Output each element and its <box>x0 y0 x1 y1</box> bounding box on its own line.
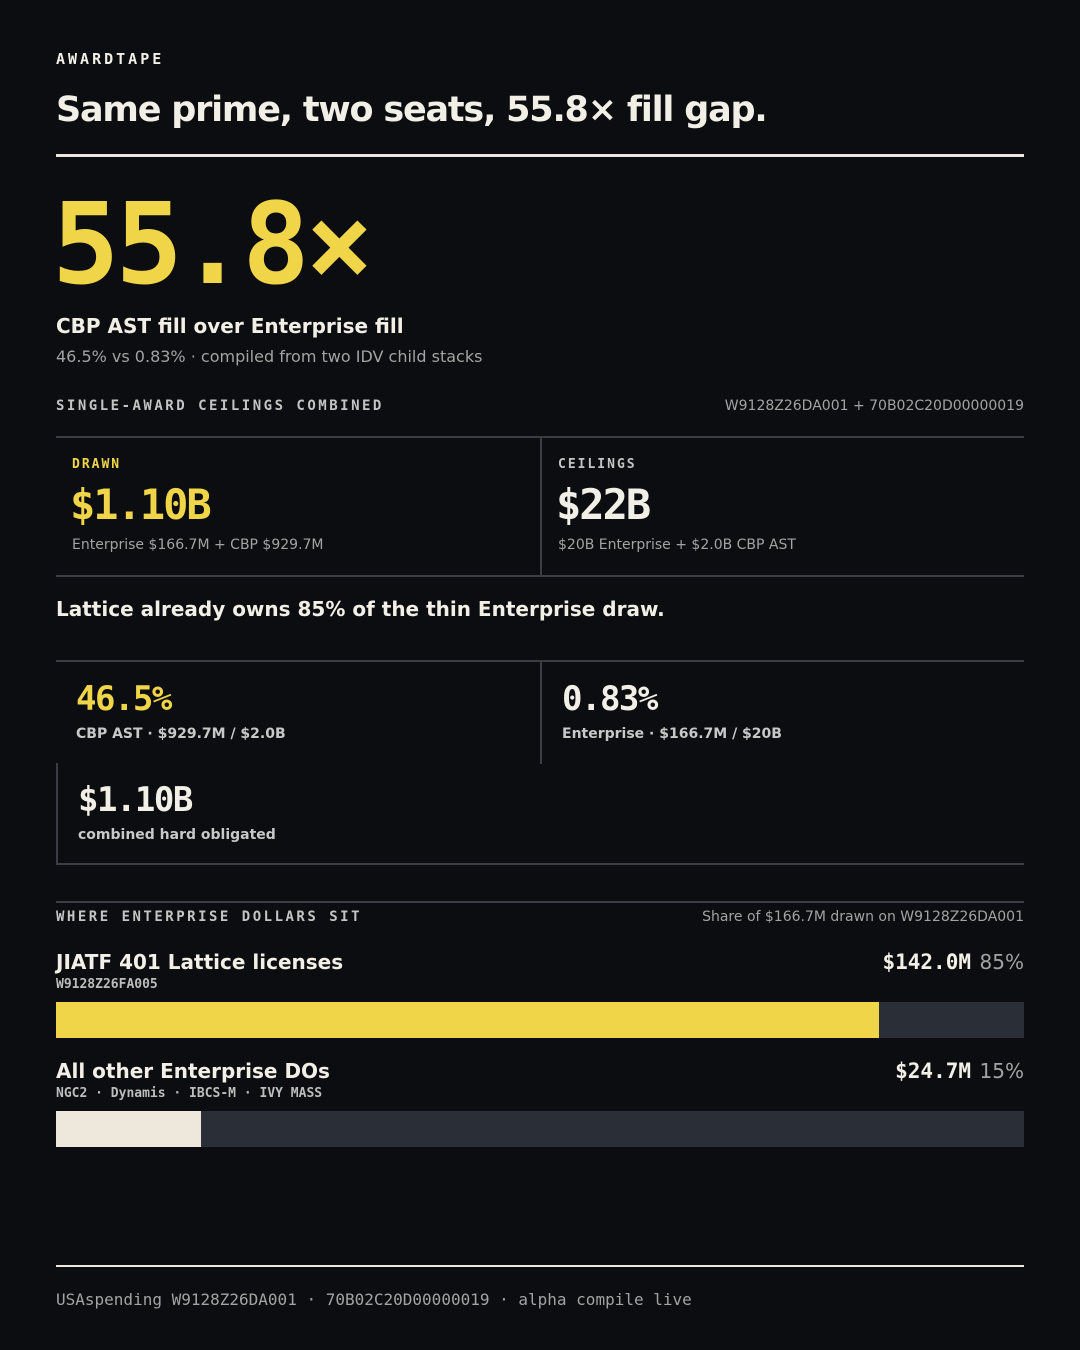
hero-value: 55.8× <box>52 180 373 310</box>
divider <box>56 863 1024 865</box>
row-amount: $24.7M <box>895 1059 971 1083</box>
stat-label: CBP AST · $929.7M / $2.0B <box>76 726 286 742</box>
cell-label: DRAWN <box>72 457 122 472</box>
section-heading: SINGLE-AWARD CEILINGS COMBINED <box>56 398 384 414</box>
stat-value: $1.10B <box>78 780 193 820</box>
row-amount: $142.0M <box>882 950 971 974</box>
divider <box>56 575 1024 577</box>
footer: USAspending W9128Z26DA001 · 70B02C20D000… <box>56 1290 692 1309</box>
section-note: Share of $166.7M drawn on W9128Z26DA001 <box>702 909 1024 925</box>
divider <box>540 660 542 764</box>
cell-note: Enterprise $166.7M + CBP $929.7M <box>72 537 324 553</box>
callout: Lattice already owns 85% of the thin Ent… <box>56 597 665 621</box>
hero-label: CBP AST fill over Enterprise fill <box>56 314 404 338</box>
brand: AWARDTAPE <box>56 50 165 68</box>
hero-sublabel: 46.5% vs 0.83% · compiled from two IDV c… <box>56 347 483 366</box>
row-name: JIATF 401 Lattice licenses <box>56 950 344 974</box>
cell-note: $20B Enterprise + $2.0B CBP AST <box>558 537 796 553</box>
row-share: 15% <box>979 1059 1024 1083</box>
stat-label: Enterprise · $166.7M / $20B <box>562 726 782 742</box>
cell-label: CEILINGS <box>558 457 637 472</box>
stat-value: 0.83% <box>562 679 658 719</box>
divider <box>540 436 542 576</box>
bar <box>56 1002 879 1038</box>
title: Same prime, two seats, 55.8× fill gap. <box>56 90 768 130</box>
section-note: W9128Z26DA001 + 70B02C20D00000019 <box>724 398 1024 414</box>
bar <box>56 1111 202 1147</box>
row-share: 85% <box>979 950 1024 974</box>
stat-value: 46.5% <box>76 679 172 719</box>
row-code: W9128Z26FA005 <box>56 977 158 992</box>
row-name: All other Enterprise DOs <box>56 1059 330 1083</box>
stat-label: combined hard obligated <box>78 827 276 843</box>
bar-track <box>56 1111 1024 1147</box>
rule <box>56 154 1024 157</box>
cell-value: $22B <box>556 480 651 529</box>
divider <box>56 763 58 865</box>
rule <box>56 1265 1024 1267</box>
divider <box>56 901 1024 903</box>
cell-value: $1.10B <box>70 480 212 529</box>
section-heading: WHERE ENTERPRISE DOLLARS SIT <box>56 909 363 925</box>
row-code: NGC2 · Dynamis · IBCS-M · IVY MASS <box>56 1086 323 1101</box>
